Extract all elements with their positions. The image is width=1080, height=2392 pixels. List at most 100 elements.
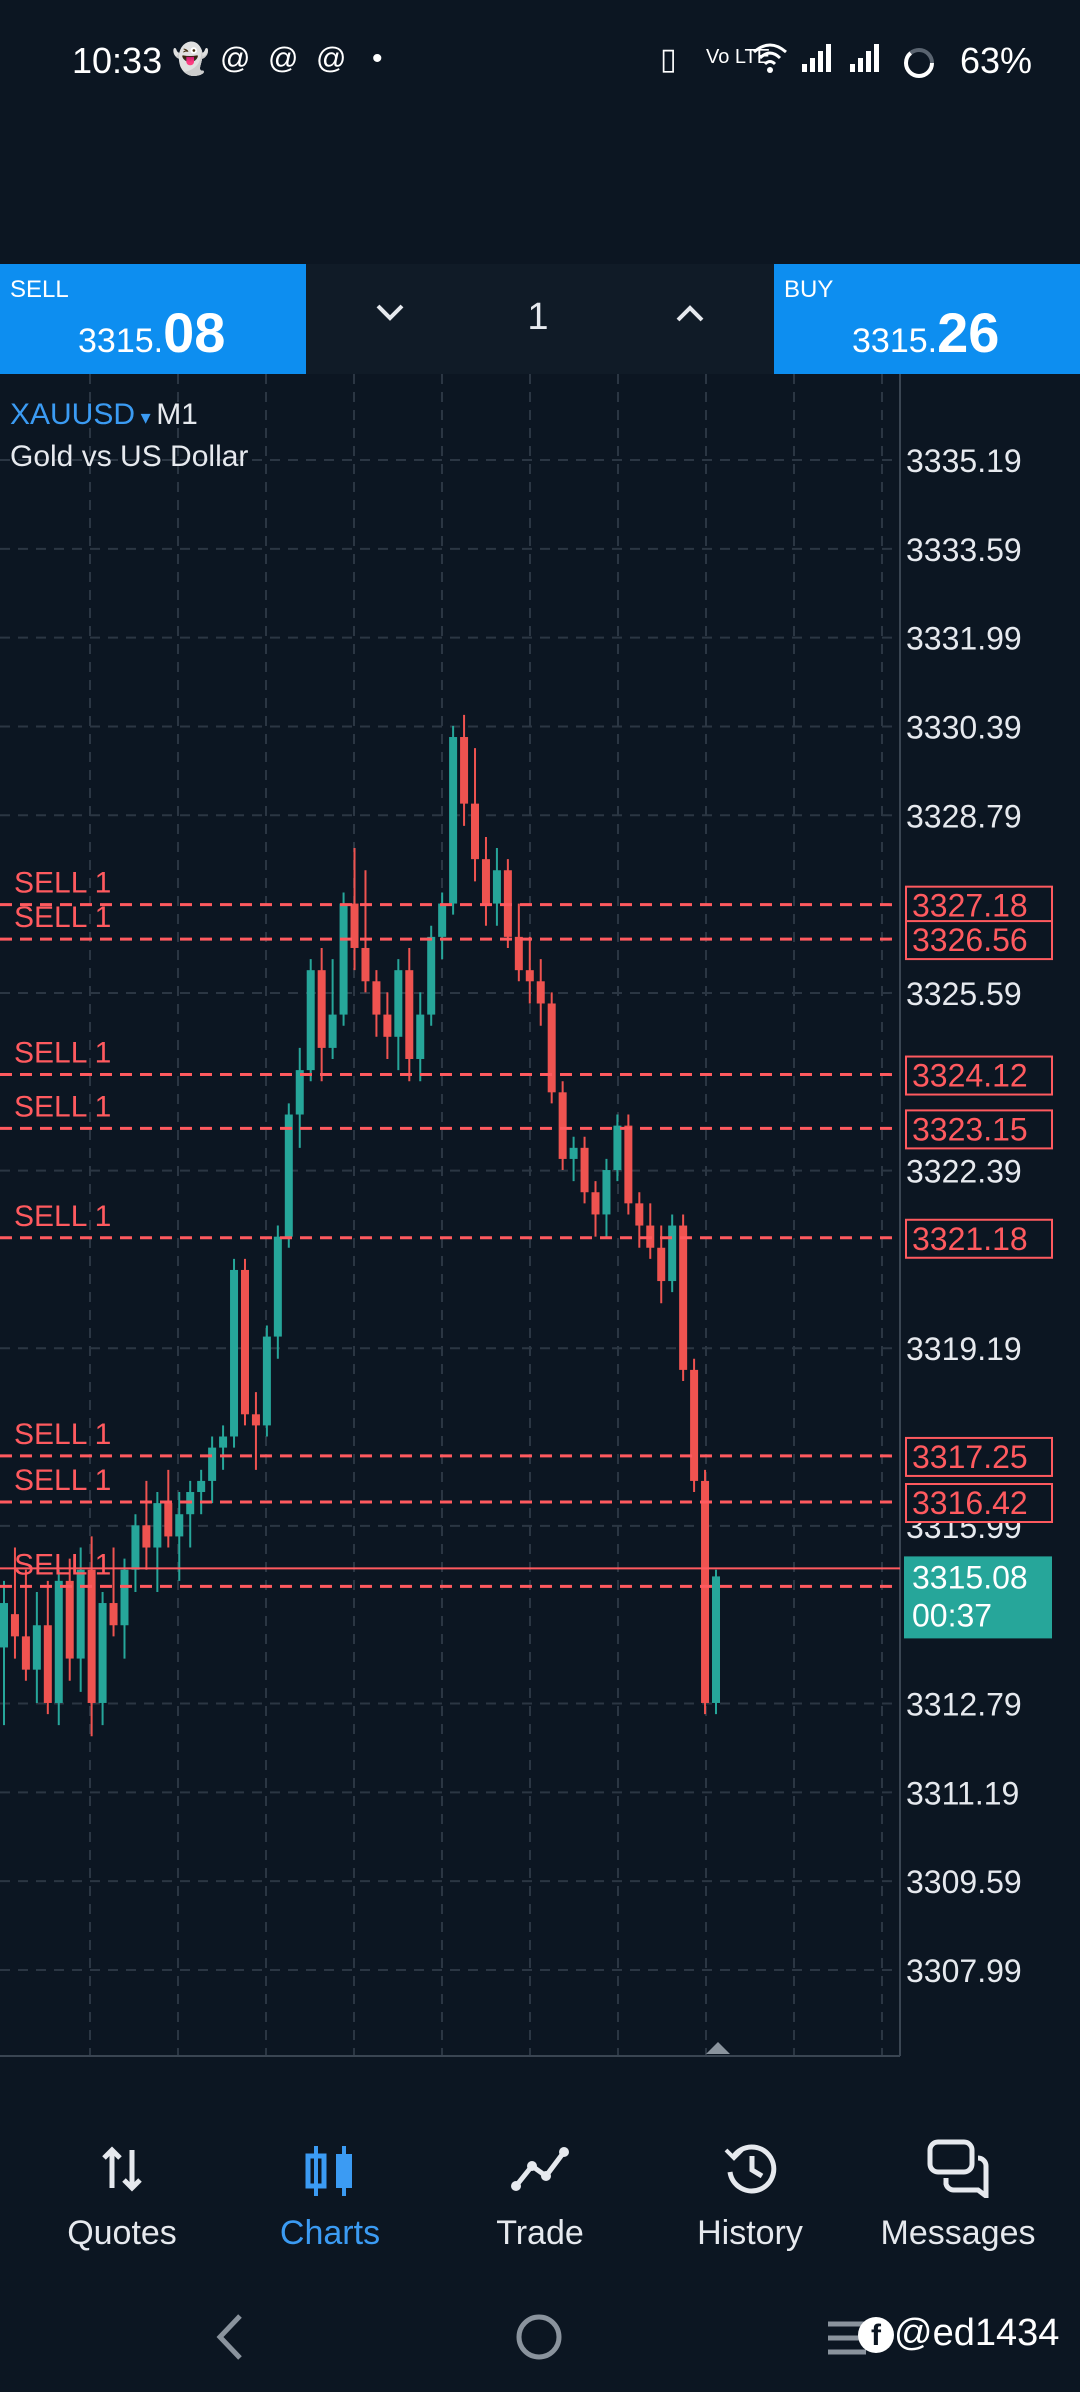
candle-bearish	[43, 1625, 52, 1703]
nav-quotes[interactable]: Quotes	[22, 2110, 222, 2260]
y-axis-tick-label: 3331.99	[906, 621, 1022, 657]
candle-bullish	[197, 1480, 206, 1493]
buy-button[interactable]: BUY 3315.26	[774, 264, 1080, 374]
sell-order-label: SELL 1	[14, 1200, 111, 1233]
candle-bearish	[164, 1503, 173, 1537]
trade-icon	[510, 2144, 570, 2199]
order-price-box	[905, 1483, 1053, 1524]
candle-bullish	[262, 1336, 271, 1426]
sell-order-label: SELL 1	[14, 901, 111, 934]
symbol-dropdown-icon[interactable]: ▾	[135, 407, 157, 429]
candle-bearish	[624, 1125, 633, 1204]
candle-bullish	[0, 1603, 8, 1648]
lot-increase-icon[interactable]	[670, 298, 710, 333]
candle-bullish	[668, 1225, 677, 1282]
current-price-box	[904, 1556, 1052, 1639]
sell-order-label: SELL 1	[14, 1037, 111, 1070]
candle-bearish	[142, 1525, 151, 1548]
vibrate-icon: ▯	[660, 43, 677, 76]
x-axis-tick-label: 9 May 07:28	[4, 2063, 180, 2064]
order-price-box	[905, 1109, 1053, 1150]
y-axis-tick-label: 3330.39	[906, 709, 1022, 745]
y-axis-tick-label: 3328.79	[906, 798, 1022, 834]
price-chart[interactable]: 3335.19 3333.59 3331.99 3330.39 3328.79 3325.…	[0, 374, 1080, 2099]
buy-price-main: 3315.	[852, 322, 938, 360]
nav-charts-label: Charts	[279, 2214, 381, 2252]
snapchat-icon: 👻	[172, 43, 210, 76]
home-icon[interactable]	[514, 2312, 564, 2367]
lot-size-value[interactable]: 1	[527, 296, 549, 338]
order-price-label: 3316.42	[912, 1485, 1028, 1521]
candle-bullish	[306, 970, 315, 1071]
y-axis-tick-label: 3312.79	[906, 1687, 1022, 1723]
candle-bearish	[679, 1225, 688, 1370]
symbol-name[interactable]: XAUUSD	[10, 398, 136, 431]
candle-bearish	[580, 1147, 589, 1193]
y-axis-tick-label: 3307.99	[906, 1953, 1022, 1989]
order-price-label: 3327.18	[912, 888, 1028, 924]
buy-price-big: 26	[937, 301, 1000, 364]
threads-icon: @	[220, 42, 251, 75]
symbol-description: Gold vs US Dollar	[10, 440, 249, 473]
candle-bullish	[295, 1070, 304, 1115]
candle-bearish	[10, 1614, 19, 1637]
back-icon[interactable]	[210, 2312, 250, 2367]
candle-bullish	[208, 1447, 217, 1481]
candle-bearish	[635, 1203, 644, 1226]
nav-charts[interactable]: Charts	[230, 2110, 430, 2260]
order-price-box	[905, 920, 1053, 961]
y-axis-tick-label: 3311.19	[906, 1775, 1019, 1811]
candle-bearish	[536, 981, 545, 1004]
status-bar: 10:33 👻 @ @ @ • ▯ Vo LTE 63%	[0, 0, 1080, 130]
candle-bullish	[273, 1236, 282, 1337]
nav-messages-label: Messages	[880, 2214, 1036, 2252]
candle-bullish	[427, 936, 436, 1015]
candle-bullish	[416, 1014, 425, 1060]
buy-label: BUY	[784, 276, 834, 303]
charts-icon	[302, 2144, 358, 2203]
nav-trade-label: Trade	[496, 2214, 584, 2252]
order-price-label: 3317.25	[912, 1439, 1028, 1475]
lot-decrease-icon[interactable]	[370, 298, 410, 333]
chart-canvas[interactable]: 3335.19 3333.59 3331.99 3330.39 3328.79 3325.…	[0, 374, 1080, 2099]
order-price-box	[905, 1055, 1053, 1096]
candle-bullish	[230, 1269, 239, 1437]
sell-button[interactable]: SELL 3315.08	[0, 264, 306, 374]
candle-bearish	[481, 859, 490, 904]
candle-bearish	[460, 737, 469, 804]
candle-bearish	[383, 1014, 392, 1037]
candle-bullish	[175, 1514, 184, 1537]
battery-percent: 63%	[960, 40, 1033, 81]
quotes-icon	[98, 2144, 148, 2199]
candle-bearish	[690, 1369, 699, 1481]
candle-bullish	[394, 970, 403, 1037]
sell-label: SELL	[10, 276, 69, 303]
candle-bullish	[449, 737, 458, 904]
candle-bearish	[251, 1414, 260, 1426]
current-price-label: 3315.08	[912, 1559, 1028, 1595]
sell-order-label: SELL 1	[14, 1464, 111, 1497]
y-axis-tick-label: 3319.19	[906, 1331, 1022, 1367]
candle-bullish	[284, 1114, 293, 1237]
nav-messages[interactable]: Messages	[858, 2110, 1058, 2260]
y-axis-tick-label: 3322.39	[906, 1154, 1022, 1190]
candle-bullish	[328, 1014, 337, 1048]
candle-bearish	[361, 947, 370, 982]
signal-icon	[800, 42, 832, 82]
candle-bullish	[120, 1569, 129, 1626]
nav-trade[interactable]: Trade	[440, 2110, 640, 2260]
candle-bullish	[569, 1147, 578, 1159]
system-navigation-bar: f @ed1434	[0, 2260, 1080, 2392]
candle-bearish	[317, 970, 326, 1048]
nav-quotes-label: Quotes	[67, 2214, 177, 2252]
order-price-label: 3323.15	[912, 1111, 1028, 1147]
wifi-icon	[752, 42, 788, 82]
candle-bullish	[219, 1436, 228, 1448]
symbol-header: XAUUSD ▾ M1	[10, 398, 198, 432]
messages-icon	[926, 2138, 992, 2203]
nav-history[interactable]: History	[650, 2110, 850, 2260]
threads-icon: @	[268, 42, 299, 75]
candle-bullish	[131, 1525, 140, 1570]
candle-bullish	[602, 1170, 611, 1215]
candle-bearish	[701, 1480, 710, 1703]
